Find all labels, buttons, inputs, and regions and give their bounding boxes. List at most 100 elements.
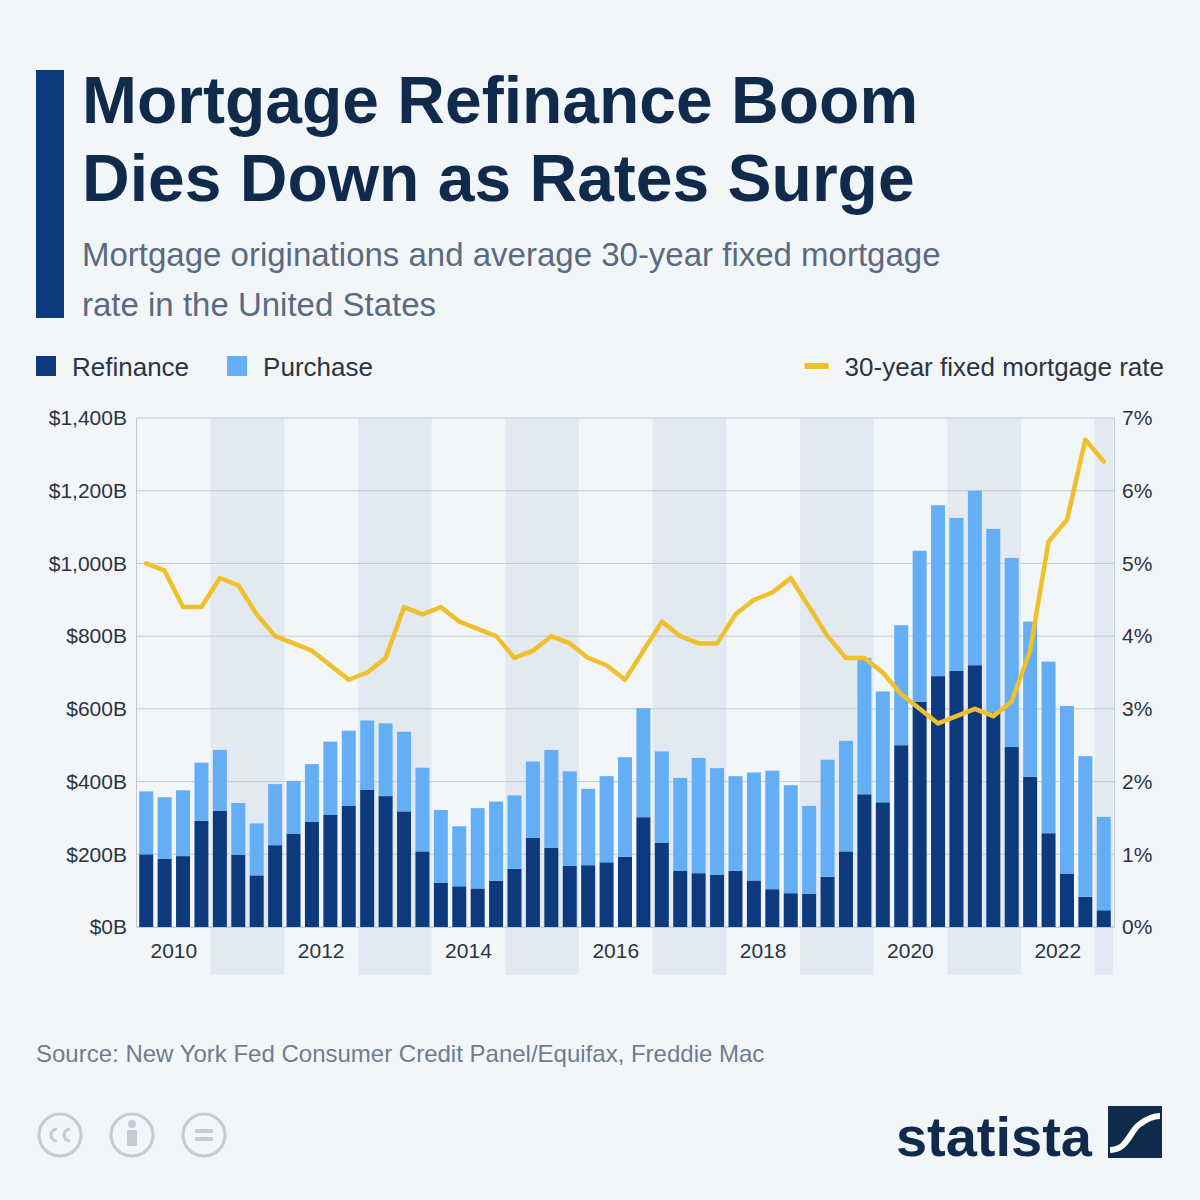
tick-label: 2012 — [298, 939, 345, 962]
grid-line — [136, 636, 1114, 637]
grid — [136, 418, 1114, 927]
tick: 5% — [1114, 552, 1152, 575]
bar — [968, 665, 982, 927]
tick-label: 0% — [1122, 915, 1152, 938]
tick-label: $600B — [66, 697, 127, 720]
bar — [452, 886, 466, 927]
bar — [471, 888, 485, 927]
bar — [876, 691, 890, 802]
bar — [379, 796, 393, 927]
bar — [489, 881, 503, 927]
bar — [139, 791, 153, 854]
license-icon — [51, 1129, 70, 1141]
license-icon — [111, 1114, 153, 1156]
bar — [913, 702, 927, 927]
line — [146, 440, 1104, 724]
license-icon — [127, 1130, 137, 1146]
bar — [1060, 706, 1074, 874]
bar — [876, 802, 890, 927]
bar — [581, 865, 595, 927]
bar — [231, 855, 245, 927]
bar — [931, 505, 945, 676]
bar — [379, 723, 393, 796]
bar — [176, 856, 190, 927]
tick-label: $1,200B — [49, 479, 127, 502]
tick: $600B — [66, 697, 136, 720]
bar — [747, 772, 761, 880]
tick-label: 2010 — [150, 939, 197, 962]
bar — [434, 883, 448, 927]
license-icon — [128, 1120, 136, 1128]
bar — [673, 871, 687, 927]
tick: 2012 — [298, 939, 345, 962]
bar — [1005, 558, 1019, 747]
bar — [323, 742, 337, 815]
bar — [194, 821, 208, 927]
license-icon — [195, 1137, 213, 1141]
bar — [1078, 756, 1092, 897]
bar — [784, 893, 798, 927]
license-icon — [183, 1114, 225, 1156]
bar — [655, 751, 669, 842]
legend-label: Purchase — [263, 352, 373, 382]
bar — [323, 815, 337, 927]
tick: $400B — [66, 770, 136, 793]
bar — [342, 806, 356, 927]
year-band — [800, 418, 874, 975]
bar — [250, 823, 264, 875]
tick-label: $400B — [66, 770, 127, 793]
tick: $1,400B — [49, 406, 136, 429]
bar — [489, 802, 503, 881]
tick-label: 2018 — [740, 939, 787, 962]
bar — [728, 776, 742, 871]
bar — [581, 789, 595, 865]
tick: 2% — [1114, 770, 1152, 793]
bar — [452, 826, 466, 886]
bar — [600, 862, 614, 927]
tick-label: 3% — [1122, 697, 1152, 720]
bar — [1060, 874, 1074, 927]
tick: 3% — [1114, 697, 1152, 720]
tick-label: 2014 — [445, 939, 492, 962]
bar — [839, 851, 853, 927]
bar — [1097, 910, 1111, 927]
bar — [250, 875, 264, 927]
grid-line — [136, 490, 1114, 491]
bar — [213, 811, 227, 927]
tick: $800B — [66, 624, 136, 647]
bar — [655, 843, 669, 927]
tick-label: 2% — [1122, 770, 1152, 793]
tick: 2010 — [150, 939, 197, 962]
bar — [397, 811, 411, 927]
legend-swatch — [805, 363, 829, 369]
subtitle: Mortgage originations and average 30-yea… — [82, 230, 982, 330]
tick-label: 7% — [1122, 406, 1152, 429]
license-icon — [195, 1129, 213, 1133]
bar — [544, 848, 558, 927]
bar — [765, 771, 779, 890]
tick-label: 6% — [1122, 479, 1152, 502]
bar — [563, 866, 577, 927]
legend-label: Refinance — [72, 352, 189, 382]
year-band — [211, 418, 285, 975]
plot-area — [139, 440, 1111, 927]
tick-label: $0B — [90, 915, 127, 938]
year-bands — [211, 418, 1113, 975]
bar — [765, 889, 779, 927]
source: Source: New York Fed Consumer Credit Pan… — [36, 1040, 764, 1067]
bar — [1042, 833, 1056, 927]
tick-label: 2020 — [887, 939, 934, 962]
bar — [894, 745, 908, 927]
bar — [710, 768, 724, 875]
bar — [857, 794, 871, 927]
grid-line — [136, 563, 1114, 564]
bar — [986, 712, 1000, 927]
axis-line — [1114, 419, 1115, 928]
tick-label: 4% — [1122, 624, 1152, 647]
bar — [747, 880, 761, 927]
bar — [802, 894, 816, 927]
bar — [857, 658, 871, 794]
bar — [397, 732, 411, 812]
year-band — [358, 418, 432, 975]
bar — [508, 795, 522, 868]
